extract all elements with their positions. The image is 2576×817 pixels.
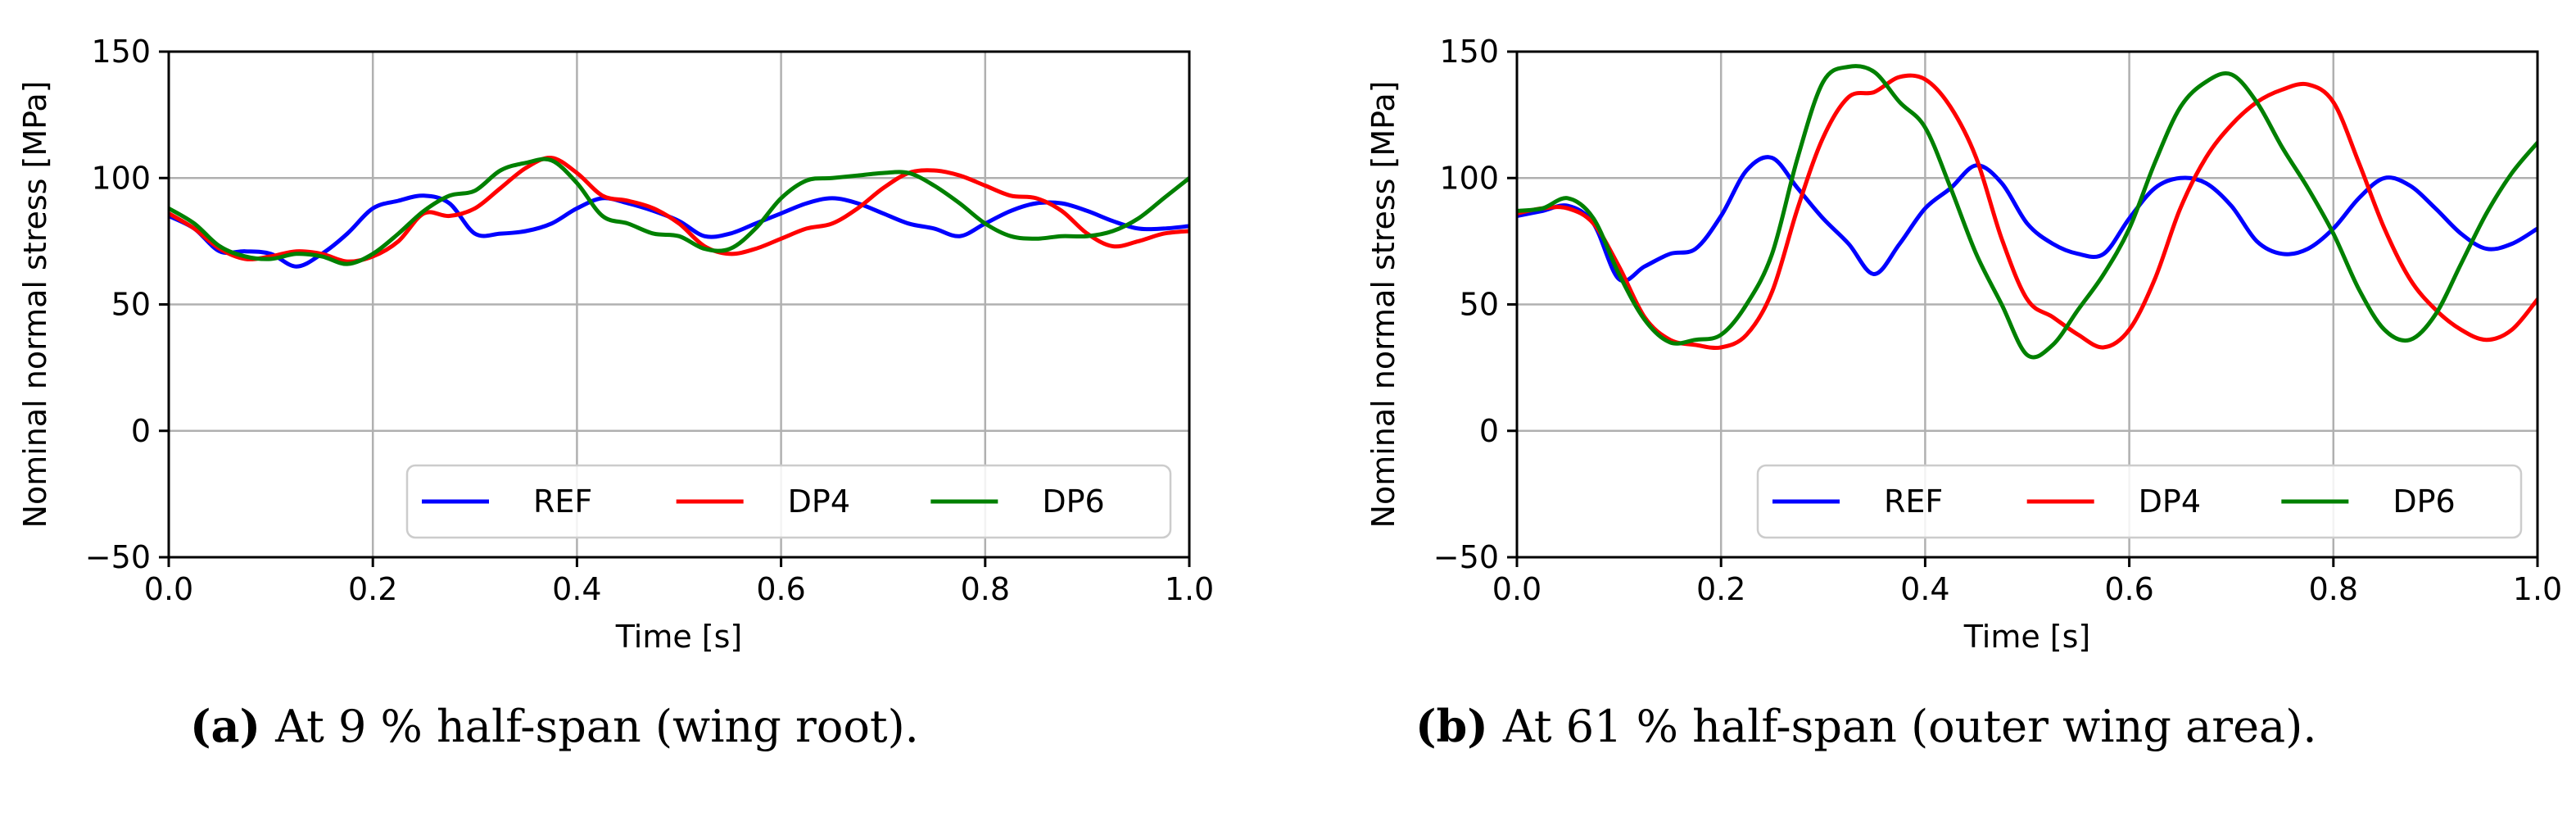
legend: REF DP4 DP6 [405, 464, 1172, 539]
x-tick-label: 0.0 [144, 571, 193, 607]
caption-text: At 61 % half-span (outer wing area). [1502, 701, 2317, 752]
x-tick-label: 0.2 [348, 571, 397, 607]
x-axis-label: Time [s] [1963, 619, 2091, 655]
caption-tag: (b) [1415, 700, 1488, 752]
caption-tag: (a) [190, 700, 260, 752]
x-tick-label: 0.6 [756, 571, 805, 607]
legend-label-dp4: DP4 [2139, 483, 2201, 520]
y-tick-label: −50 [85, 539, 151, 575]
x-tick-label: 0.4 [1900, 571, 1949, 607]
y-tick-label: 50 [111, 287, 151, 323]
x-tick-label: 1.0 [1165, 571, 1214, 607]
chart-panel-a: 0.0 0.2 0.4 0.6 0.8 1.0 −50 0 50 100 150 Time [s] No… [17, 34, 1214, 752]
legend-label-dp6: DP6 [1042, 483, 1104, 520]
series-group [169, 156, 1189, 269]
y-tick-label: 100 [91, 160, 151, 196]
y-tick-label: 0 [131, 413, 151, 449]
y-tick-label: 0 [1479, 413, 1499, 449]
figure-caption: (a) At 9 % half-span (wing root). [190, 700, 919, 752]
y-tick-label: −50 [1433, 539, 1499, 575]
x-tick-label: 1.0 [2513, 571, 2562, 607]
series-line-dp4 [169, 156, 1189, 264]
y-axis-label: Nominal normal stress [MPa] [1365, 81, 1401, 529]
legend: REF DP4 DP6 [1756, 464, 2523, 539]
caption-text: At 9 % half-span (wing root). [274, 701, 919, 752]
x-tick-label: 0.0 [1492, 571, 1542, 607]
figure-caption: (b) At 61 % half-span (outer wing area). [1415, 700, 2316, 752]
legend-label-dp4: DP4 [788, 483, 850, 520]
x-axis-label: Time [s] [615, 619, 743, 655]
legend-label-dp6: DP6 [2393, 483, 2455, 520]
legend-label-ref: REF [533, 483, 592, 520]
series-line-dp6 [169, 157, 1189, 266]
x-tick-label: 0.2 [1696, 571, 1745, 607]
y-tick-label: 50 [1460, 287, 1499, 323]
y-axis-label: Nominal normal stress [MPa] [17, 81, 53, 529]
x-tick-label: 0.8 [2309, 571, 2358, 607]
legend-box [1756, 464, 2523, 539]
y-tick-label: 100 [1439, 160, 1499, 196]
x-tick-label: 0.6 [2104, 571, 2153, 607]
legend-box [405, 464, 1172, 539]
y-tick-label: 150 [1439, 34, 1499, 70]
x-tick-label: 0.8 [961, 571, 1010, 607]
series-line-ref [1517, 155, 2538, 284]
series-line-dp6 [1517, 64, 2538, 360]
chart-panel-b: 0.0 0.2 0.4 0.6 0.8 1.0 −50 0 50 100 150 Time [s] No… [1365, 34, 2562, 752]
legend-label-ref: REF [1884, 483, 1943, 520]
y-tick-label: 150 [91, 34, 151, 70]
series-group [1517, 64, 2538, 360]
series-line-dp4 [1517, 73, 2538, 351]
x-tick-label: 0.4 [552, 571, 601, 607]
